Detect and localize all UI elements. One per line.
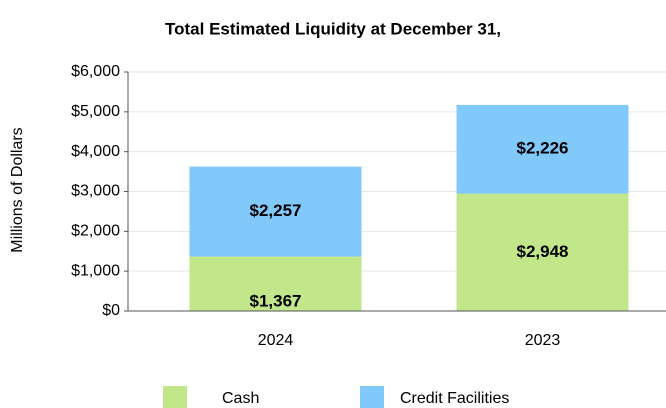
y-tick-label: $4,000: [71, 143, 120, 160]
y-tick-label: $6,000: [71, 63, 120, 80]
value-label: $2,948: [517, 242, 569, 261]
value-label: $2,257: [250, 201, 302, 220]
legend-swatch: [163, 386, 187, 408]
bar-segment: [189, 256, 362, 311]
y-tick-label: $0: [102, 302, 120, 319]
x-tick-label: 2023: [525, 332, 561, 349]
x-tick-label: 2024: [258, 332, 294, 349]
bar-segment: [456, 193, 629, 311]
bar-segment: [456, 104, 629, 194]
value-label: $1,367: [250, 291, 302, 310]
value-label: $2,226: [517, 139, 569, 158]
y-tick-label: $3,000: [71, 183, 120, 200]
y-tick-label: $2,000: [71, 223, 120, 240]
y-axis-label: Millions of Dollars: [9, 127, 26, 252]
chart-title: Total Estimated Liquidity at December 31…: [165, 19, 501, 38]
y-tick-label: $5,000: [71, 103, 120, 120]
legend-label: Cash: [222, 390, 259, 407]
bar-segment: [189, 166, 362, 257]
legend-swatch: [360, 386, 384, 408]
legend-label: Credit Facilities: [400, 390, 509, 407]
y-tick-label: $1,000: [71, 262, 120, 279]
